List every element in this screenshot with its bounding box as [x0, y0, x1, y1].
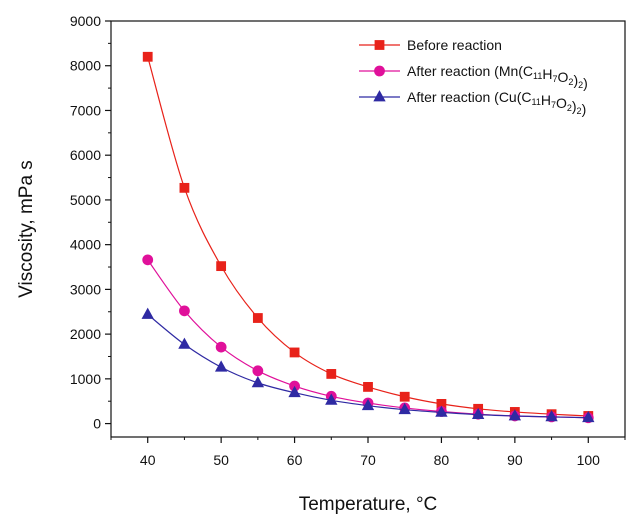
x-tick-label: 90	[507, 452, 523, 468]
data-point	[179, 305, 190, 317]
legend-label: Before reaction	[407, 37, 502, 53]
legend: Before reaction After reaction (Mn(C11H7O…	[359, 37, 588, 117]
y-tick-label: 1000	[70, 371, 101, 387]
data-point	[545, 410, 558, 422]
data-point	[252, 365, 264, 377]
data-point	[289, 347, 300, 358]
y-tick-label: 9000	[70, 13, 101, 29]
data-point	[215, 341, 227, 353]
legend-item: After reaction (Mn(C11H7O2)2)	[359, 63, 588, 91]
x-tick-label: 60	[287, 452, 303, 468]
data-point	[216, 261, 227, 272]
y-tick-label: 4000	[70, 237, 101, 253]
data-point	[325, 393, 338, 405]
data-point	[471, 407, 485, 420]
data-point	[508, 409, 522, 421]
series-circle	[142, 254, 594, 424]
data-point	[363, 382, 373, 392]
y-tick-label: 5000	[70, 192, 101, 208]
x-tick-label: 70	[360, 452, 376, 468]
y-tick-label: 6000	[70, 147, 101, 163]
data-point	[142, 254, 154, 266]
data-point	[214, 360, 228, 372]
plot-frame	[110, 20, 626, 438]
legend-label: After reaction (Cu(C11H7O2)2)	[407, 89, 586, 117]
data-point	[582, 410, 595, 423]
legend-item: Before reaction	[359, 37, 502, 53]
y-tick-label: 7000	[70, 102, 101, 118]
x-tick-label: 100	[577, 452, 601, 468]
x-tick-label: 50	[213, 452, 229, 468]
y-tick-label: 8000	[70, 58, 101, 74]
data-point	[141, 307, 154, 319]
y-axis-label: Viscosity, mPa s	[16, 160, 37, 298]
data-point	[435, 405, 448, 417]
data-point	[288, 385, 301, 398]
axis-ticks: 0 1000 2000 3000 4000 5000 6000 7000 8000 9000 40 5…	[70, 13, 626, 468]
x-tick-label: 80	[434, 452, 450, 468]
data-point	[142, 51, 153, 62]
data-point	[398, 402, 411, 415]
y-tick-label: 2000	[70, 326, 101, 342]
data-point	[179, 182, 190, 193]
legend-marker	[374, 40, 385, 50]
series-square	[142, 51, 594, 421]
legend-marker	[374, 65, 385, 77]
data-point	[361, 398, 375, 411]
data-point	[326, 369, 337, 379]
y-tick-label: 3000	[70, 281, 101, 297]
series-triangle	[141, 307, 595, 423]
data-point	[399, 391, 410, 402]
x-axis-label: Temperature, °C	[299, 494, 438, 515]
data-point	[178, 337, 191, 349]
legend-marker	[373, 90, 386, 102]
y-tick-label: 0	[93, 416, 101, 432]
legend-item: After reaction (Cu(C11H7O2)2)	[359, 89, 586, 117]
data-point	[251, 376, 265, 388]
series-line	[147, 259, 589, 419]
data-point	[252, 313, 263, 323]
x-tick-label: 40	[140, 452, 156, 468]
series-layer	[141, 51, 595, 424]
legend-label: After reaction (Mn(C11H7O2)2)	[407, 63, 588, 91]
series-line	[147, 56, 589, 417]
